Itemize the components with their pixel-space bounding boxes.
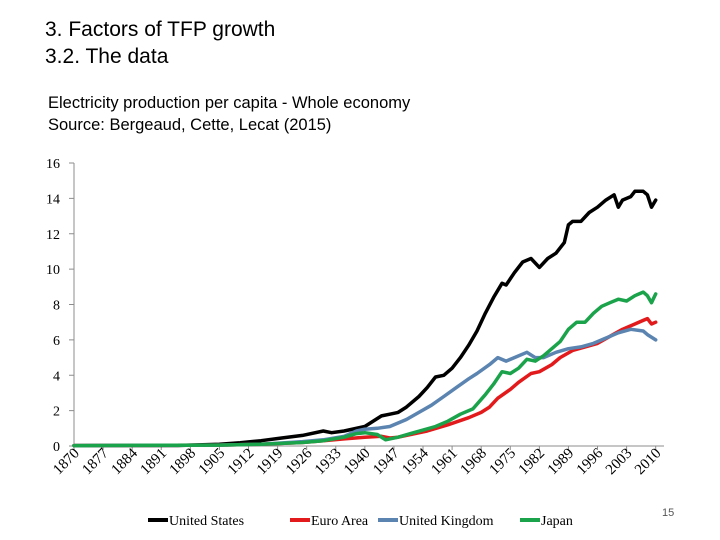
x-tick-label: 1961 bbox=[428, 446, 461, 479]
chart-title-block: Electricity production per capita - Whol… bbox=[48, 92, 410, 136]
legend-label: United States bbox=[169, 514, 244, 529]
x-tick-label: 1933 bbox=[312, 446, 345, 479]
legend-label: Euro Area bbox=[311, 514, 369, 529]
x-tick-label: 1891 bbox=[138, 446, 171, 479]
y-tick-label: 8 bbox=[53, 299, 60, 314]
x-tick-label: 1996 bbox=[574, 445, 607, 478]
x-tick-label: 1940 bbox=[341, 446, 374, 479]
chart-subtitle: Source: Bergeaud, Cette, Lecat (2015) bbox=[48, 116, 332, 134]
legend-label: United Kingdom bbox=[399, 514, 494, 529]
series-line-united-kingdom bbox=[72, 327, 658, 448]
slide-heading: 3. Factors of TFP growth 3.2. The data bbox=[45, 16, 275, 70]
y-tick-label: 0 bbox=[53, 440, 60, 455]
y-tick-label: 12 bbox=[46, 228, 60, 243]
series-line-united-states bbox=[72, 189, 658, 448]
y-tick-label: 4 bbox=[53, 369, 60, 384]
x-tick-label: 1905 bbox=[196, 446, 229, 479]
y-tick-label: 10 bbox=[46, 263, 60, 278]
x-tick-label: 1954 bbox=[399, 445, 432, 478]
x-tick-label: 1975 bbox=[487, 446, 520, 479]
x-tick-label: 1926 bbox=[283, 445, 316, 478]
x-tick-label: 1968 bbox=[457, 446, 490, 479]
x-tick-label: 2010 bbox=[632, 446, 665, 479]
page-number: 15 bbox=[662, 507, 675, 519]
chart-title: Electricity production per capita - Whol… bbox=[48, 94, 411, 112]
x-tick-label: 1884 bbox=[108, 445, 141, 478]
slide-heading-line1: 3. Factors of TFP growth bbox=[45, 18, 276, 41]
series-line-japan bbox=[72, 290, 658, 448]
y-tick-label: 6 bbox=[53, 334, 60, 349]
x-tick-label: 1989 bbox=[545, 446, 578, 479]
x-tick-label: 1947 bbox=[370, 445, 403, 478]
x-tick-label: 1919 bbox=[254, 446, 287, 479]
x-tick-label: 2003 bbox=[603, 446, 636, 479]
x-tick-label: 1898 bbox=[167, 446, 200, 479]
x-tick-label: 1982 bbox=[516, 446, 549, 479]
y-tick-label: 2 bbox=[53, 405, 60, 420]
y-tick-label: 16 bbox=[46, 157, 60, 172]
slide-heading-line2: 3.2. The data bbox=[45, 45, 169, 68]
y-tick-label: 14 bbox=[46, 192, 60, 207]
x-tick-label: 1912 bbox=[225, 446, 258, 479]
x-tick-label: 1877 bbox=[79, 445, 112, 478]
legend-label: Japan bbox=[541, 514, 573, 529]
